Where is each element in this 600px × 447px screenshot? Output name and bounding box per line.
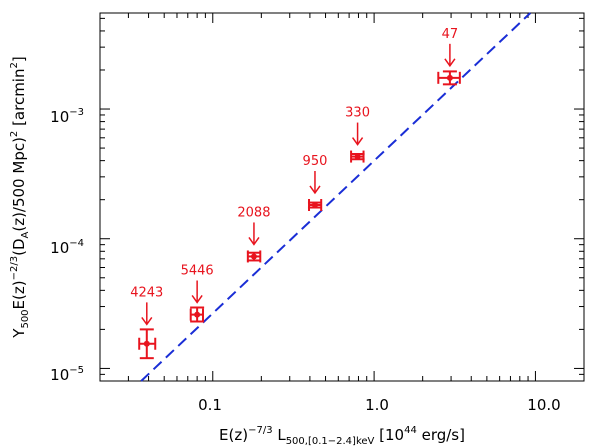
x-tick-label-1: 1.0	[365, 396, 389, 414]
x-label-main: E(z)	[219, 426, 248, 444]
data-point-marker	[446, 74, 453, 81]
data-point-marker	[354, 153, 361, 160]
y-label-s1: 500	[20, 309, 31, 328]
data-point-group: 330	[345, 106, 370, 163]
annotation-arrowhead	[141, 316, 153, 326]
x-label-exp1: −7/3	[248, 425, 272, 436]
x-label-mid: L	[273, 426, 287, 444]
major-ticks	[100, 13, 584, 381]
plot-frame	[99, 12, 585, 382]
y-label-p6: ]	[10, 56, 28, 62]
y-tick-base-2: 10	[50, 108, 69, 126]
data-point-marker	[250, 253, 257, 260]
annotation-label: 330	[345, 106, 370, 121]
y-label-p4: (z)/500 Mpc)	[10, 137, 28, 232]
y-label-p5: [arcmin	[10, 69, 28, 131]
x-tick-label-0: 0.1	[198, 396, 222, 414]
data-point-marker	[311, 201, 318, 208]
data-point-group: 2088	[237, 205, 270, 263]
annotation-label: 2088	[237, 205, 270, 220]
y-tick-exp-1: −4	[69, 238, 84, 249]
x-label-exp2: 44	[404, 425, 417, 436]
annotation-label: 5446	[181, 263, 214, 278]
y-label-e3: 2	[9, 62, 20, 68]
data-point-group: 5446	[181, 263, 214, 323]
x-label-sub: 500,[0.1−2.4]keV	[286, 436, 375, 447]
y-tick-labels: 10−5 10−4 10−3	[50, 107, 84, 384]
y-label-s2: A	[20, 232, 31, 239]
annotation-label: 47	[442, 27, 459, 42]
annotation-label: 4243	[130, 285, 163, 300]
annotation-arrowhead	[309, 185, 321, 195]
y-axis-label-group: Y500E(z)−2/3(DA(z)/500 Mpc)2 [arcmin2]	[9, 56, 31, 338]
annotation-arrowhead	[444, 58, 456, 68]
y-tick-exp-2: −3	[69, 107, 84, 118]
y-label-e1: −2/3	[9, 256, 20, 280]
y-tick-label-1: 10−4	[50, 238, 84, 257]
minor-ticks	[99, 13, 585, 382]
y-tick-base-1: 10	[50, 239, 69, 257]
y-label-e2: 2	[9, 131, 20, 137]
y-label-p3: (D	[10, 239, 28, 256]
data-point-group: 47	[437, 27, 461, 86]
data-point-marker	[194, 311, 201, 318]
annotation-label: 950	[303, 154, 328, 169]
data-point-group: 4243	[130, 285, 163, 360]
y-tick-label-0: 10−5	[50, 365, 84, 384]
y-axis-label: Y500E(z)−2/3(DA(z)/500 Mpc)2 [arcmin2]	[9, 56, 31, 338]
annotation-arrowhead	[351, 137, 364, 146]
annotation-arrowhead	[191, 295, 203, 304]
y-tick-base-0: 10	[50, 366, 69, 384]
model-line	[140, 12, 532, 382]
x-label-units-open: [10	[374, 426, 404, 444]
data-point-group: 950	[303, 154, 328, 211]
data-points: 4243 5446 2088 950 330 47	[130, 27, 461, 360]
data-point-marker	[143, 340, 150, 347]
y-tick-label-2: 10−3	[50, 107, 84, 126]
y-label-p1: Y	[10, 328, 28, 339]
x-label-units-close: erg/s]	[417, 426, 465, 444]
y-label-p2: E(z)	[10, 280, 28, 309]
x-axis-label: E(z)−7/3 L500,[0.1−2.4]keV [1044 erg/s]	[219, 425, 465, 447]
x-tick-label-2: 10.0	[527, 396, 560, 414]
x-tick-labels: 0.1 1.0 10.0	[198, 396, 561, 414]
annotation-arrowhead	[248, 237, 260, 246]
y-tick-exp-0: −5	[69, 365, 84, 376]
